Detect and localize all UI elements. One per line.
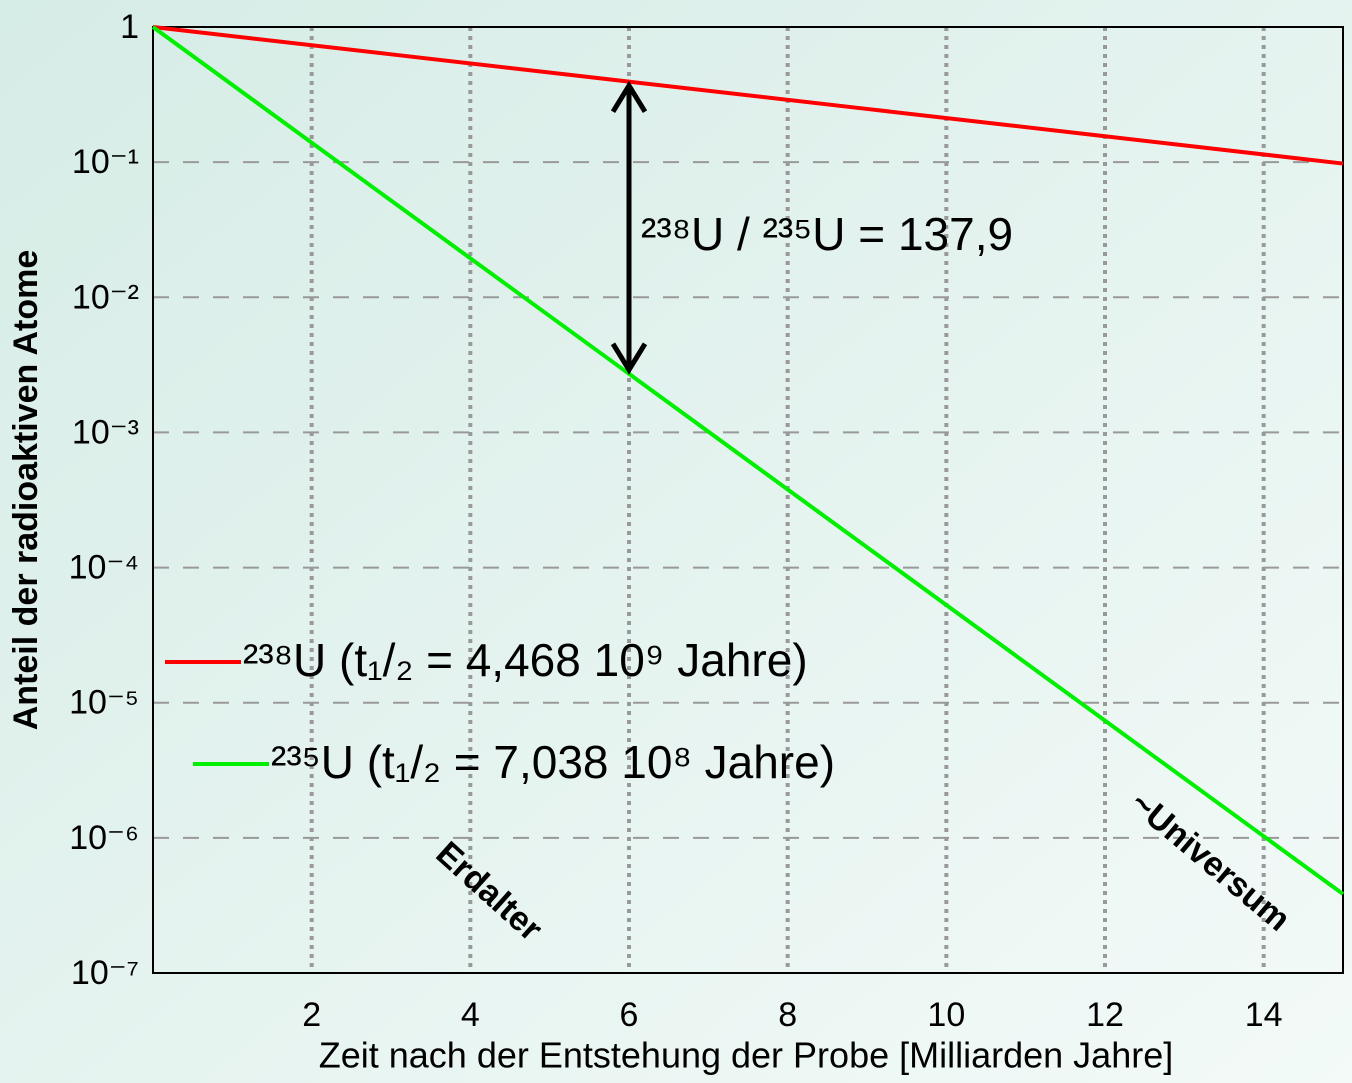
y-tick-label: 1 <box>120 8 139 46</box>
plot-frame <box>152 26 1344 974</box>
x-tick-label: 4 <box>461 996 480 1034</box>
x-tick-label: 8 <box>778 996 797 1034</box>
legend-label: ²³⁵U (t₁/₂ = 7,038 10⁸ Jahre) <box>271 736 835 788</box>
line <box>151 25 1345 896</box>
x-tick-label: 6 <box>620 996 639 1034</box>
annotation: ²³⁸U / ²³⁵U = 137,9 <box>641 208 1013 260</box>
arrow-head <box>610 80 648 113</box>
x-tick-label: 2 <box>302 996 321 1034</box>
x-tick-label: 12 <box>1086 996 1124 1034</box>
y-tick-label: 10⁻⁵ <box>69 684 139 722</box>
arrow-head <box>610 342 648 375</box>
x-axis-label: Zeit nach der Entstehung der Probe [Mill… <box>319 1035 1173 1076</box>
y-tick-label: 10⁻⁶ <box>69 819 139 857</box>
legend-label: ²³⁸U (t₁/₂ = 4,468 10⁹ Jahre) <box>243 634 808 686</box>
x-tick-label: 10 <box>927 996 965 1034</box>
y-tick-label: 10⁻³ <box>72 413 139 451</box>
y-tick-label: 10⁻⁴ <box>69 549 139 587</box>
y-axis-label: Anteil der radioaktiven Atome <box>7 250 45 731</box>
y-tick-label: 10⁻² <box>72 278 139 316</box>
line <box>152 25 1344 166</box>
y-tick-label: 10⁻¹ <box>72 143 139 181</box>
x-tick-label: 14 <box>1245 996 1283 1034</box>
y-tick-label: 10⁻⁷ <box>71 954 139 992</box>
